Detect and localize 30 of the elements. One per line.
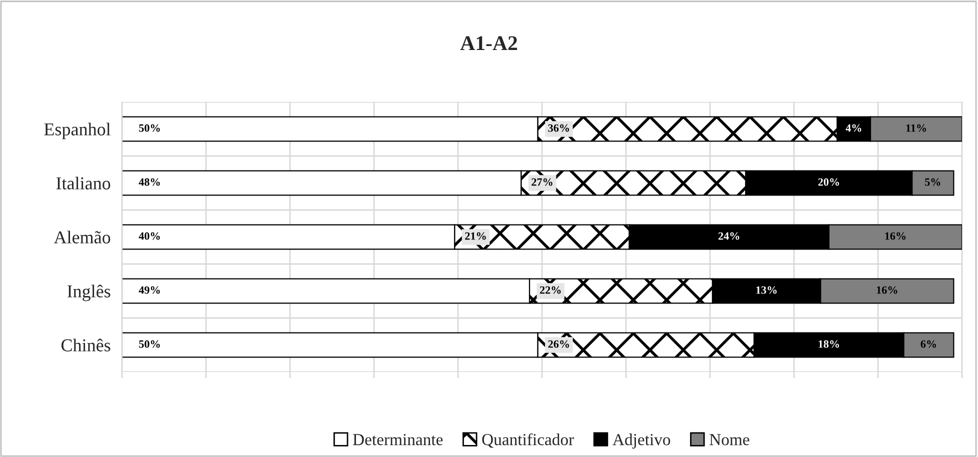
data-label: 6% xyxy=(920,340,936,348)
y-tick-label: Italiano xyxy=(56,176,110,190)
data-label: 24% xyxy=(718,232,740,240)
data-label: 16% xyxy=(885,232,906,240)
y-tick-label: Alemão xyxy=(54,230,110,244)
data-label: 22% xyxy=(540,286,561,294)
data-label: 18% xyxy=(818,340,839,348)
data-label: 5% xyxy=(925,178,940,186)
data-label: 16% xyxy=(876,286,898,294)
data-label: 21% xyxy=(465,232,486,240)
data-label: 20% xyxy=(818,178,839,186)
data-label: 4% xyxy=(846,124,862,132)
legend-label: Adjetivo xyxy=(612,434,670,449)
chart-title: A1-A2 xyxy=(460,36,518,50)
data-label: 36% xyxy=(548,124,569,132)
data-label: 48% xyxy=(138,178,160,186)
data-label: 49% xyxy=(138,286,160,294)
data-label: 50% xyxy=(139,124,160,132)
data-label: 26% xyxy=(548,340,569,348)
legend-label: Nome xyxy=(710,434,750,446)
data-label: 13% xyxy=(756,286,777,294)
legend-label: Determinante xyxy=(352,434,443,446)
legend-label: Quantificador xyxy=(482,433,574,448)
y-tick-label: Espanhol xyxy=(44,122,111,140)
y-tick-label: Chinês xyxy=(61,338,110,352)
data-label: 50% xyxy=(139,340,160,348)
data-label: 11% xyxy=(906,124,926,132)
data-label: 27% xyxy=(532,178,552,186)
data-label: 40% xyxy=(138,232,160,240)
y-tick-label: Inglês xyxy=(67,284,110,302)
